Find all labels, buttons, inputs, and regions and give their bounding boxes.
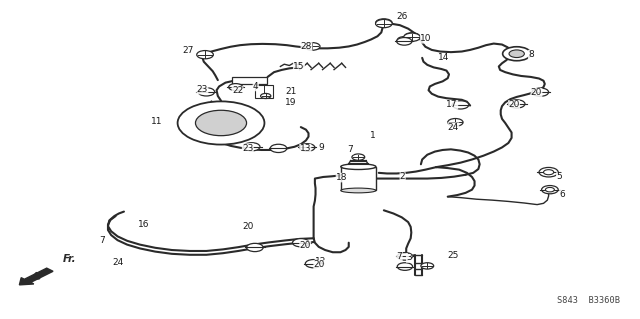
Circle shape	[448, 119, 463, 126]
Text: 19: 19	[285, 98, 296, 107]
Text: 2: 2	[400, 173, 406, 182]
Circle shape	[195, 110, 246, 136]
Text: 20: 20	[300, 241, 311, 250]
Circle shape	[509, 50, 524, 57]
Circle shape	[300, 144, 315, 151]
Text: 7: 7	[397, 252, 403, 261]
Text: 15: 15	[293, 62, 305, 71]
Text: 8: 8	[528, 50, 534, 59]
Text: S843  B3360B: S843 B3360B	[557, 296, 620, 305]
Text: 28: 28	[301, 42, 312, 51]
Text: 24: 24	[113, 258, 124, 267]
Circle shape	[246, 243, 263, 252]
Circle shape	[539, 167, 558, 177]
Text: 12: 12	[315, 257, 326, 266]
Text: 10: 10	[420, 34, 432, 43]
Circle shape	[305, 260, 322, 268]
Circle shape	[198, 88, 214, 96]
Circle shape	[177, 101, 264, 145]
Circle shape	[305, 43, 320, 50]
Circle shape	[228, 84, 243, 91]
FancyArrow shape	[19, 268, 53, 285]
Circle shape	[397, 253, 413, 260]
Text: 23: 23	[242, 144, 253, 152]
Text: 20: 20	[242, 222, 253, 231]
Text: 11: 11	[151, 117, 163, 126]
Circle shape	[260, 93, 271, 99]
Text: 9: 9	[319, 143, 324, 152]
Text: 16: 16	[138, 220, 150, 229]
Circle shape	[292, 239, 309, 247]
Circle shape	[404, 33, 420, 41]
Circle shape	[452, 101, 468, 109]
Ellipse shape	[340, 164, 376, 169]
Circle shape	[243, 143, 260, 151]
Circle shape	[397, 38, 412, 45]
Text: 7: 7	[348, 145, 353, 154]
Text: 4: 4	[253, 82, 259, 91]
Circle shape	[196, 50, 213, 59]
Text: 21: 21	[285, 87, 296, 96]
Text: 20: 20	[508, 100, 520, 109]
Text: 3: 3	[406, 254, 412, 263]
Circle shape	[502, 47, 531, 61]
Text: 13: 13	[300, 144, 311, 153]
Text: 7: 7	[100, 236, 106, 245]
Circle shape	[397, 37, 412, 44]
Circle shape	[421, 263, 434, 269]
Text: 27: 27	[182, 46, 194, 55]
Circle shape	[543, 170, 554, 175]
Text: 22: 22	[232, 86, 243, 95]
Bar	[255, 85, 273, 98]
Text: 24: 24	[448, 122, 459, 132]
Text: 14: 14	[438, 53, 449, 62]
Circle shape	[545, 188, 554, 192]
Text: 6: 6	[559, 190, 565, 199]
Circle shape	[352, 154, 365, 160]
Text: 23: 23	[196, 85, 208, 94]
Text: 26: 26	[397, 12, 408, 21]
Circle shape	[532, 88, 548, 96]
Text: 18: 18	[336, 173, 348, 182]
Circle shape	[376, 19, 392, 28]
Circle shape	[404, 33, 420, 41]
FancyBboxPatch shape	[232, 77, 267, 84]
Bar	[340, 167, 376, 190]
Ellipse shape	[340, 188, 376, 193]
Text: 17: 17	[447, 100, 458, 109]
Circle shape	[508, 100, 525, 108]
Text: 20: 20	[314, 260, 325, 270]
Circle shape	[397, 263, 413, 270]
Text: 20: 20	[531, 88, 542, 97]
Circle shape	[541, 186, 558, 194]
Text: Fr.: Fr.	[63, 254, 76, 264]
Text: 25: 25	[448, 251, 459, 260]
Text: 5: 5	[556, 173, 562, 182]
Circle shape	[376, 19, 392, 27]
Text: 1: 1	[370, 131, 376, 140]
Circle shape	[270, 144, 287, 152]
